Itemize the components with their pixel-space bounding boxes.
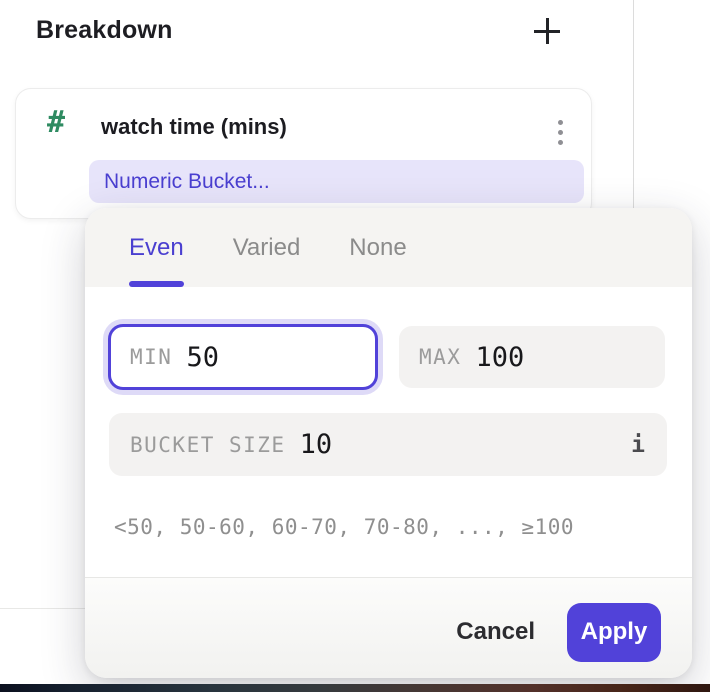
- popover-tab-bar: Even Varied None: [85, 208, 692, 287]
- tab-even[interactable]: Even: [129, 208, 184, 287]
- info-icon[interactable]: i: [631, 431, 645, 458]
- property-card[interactable]: # watch time (mins) Numeric Bucket...: [15, 88, 592, 219]
- bucket-mode-tabs: Even Varied None: [129, 208, 407, 287]
- numeric-bucket-popover: Even Varied None MIN 50 MAX 100 BUCKET S…: [85, 208, 692, 678]
- bottom-edge-strip: [0, 684, 710, 692]
- numeric-bucket-pill[interactable]: Numeric Bucket...: [89, 160, 584, 203]
- page-title: Breakdown: [36, 16, 173, 44]
- apply-button[interactable]: Apply: [567, 602, 661, 662]
- min-value: 50: [186, 341, 219, 373]
- bucket-size-input[interactable]: BUCKET SIZE 10 i: [109, 413, 667, 476]
- bucket-preview-text: <50, 50-60, 60-70, 70-80, ..., ≥100: [114, 515, 575, 539]
- min-label: MIN: [130, 345, 173, 369]
- numeric-property-hash-icon: #: [47, 105, 66, 140]
- min-input[interactable]: MIN 50: [108, 324, 378, 390]
- tab-varied[interactable]: Varied: [232, 233, 301, 261]
- tab-none[interactable]: None: [349, 233, 407, 261]
- plus-icon[interactable]: [532, 16, 562, 46]
- kebab-menu-icon[interactable]: [549, 114, 571, 150]
- cancel-button[interactable]: Cancel: [456, 618, 535, 645]
- bucket-size-label: BUCKET SIZE: [130, 432, 286, 457]
- max-label: MAX: [419, 345, 462, 369]
- vertical-divider: [633, 0, 634, 212]
- max-input[interactable]: MAX 100: [399, 326, 665, 388]
- popover-footer: Cancel Apply: [85, 577, 692, 678]
- bucket-size-value: 10: [299, 429, 333, 460]
- background-card-edge: [0, 608, 96, 609]
- max-value: 100: [475, 341, 525, 373]
- property-name: watch time (mins): [101, 114, 287, 139]
